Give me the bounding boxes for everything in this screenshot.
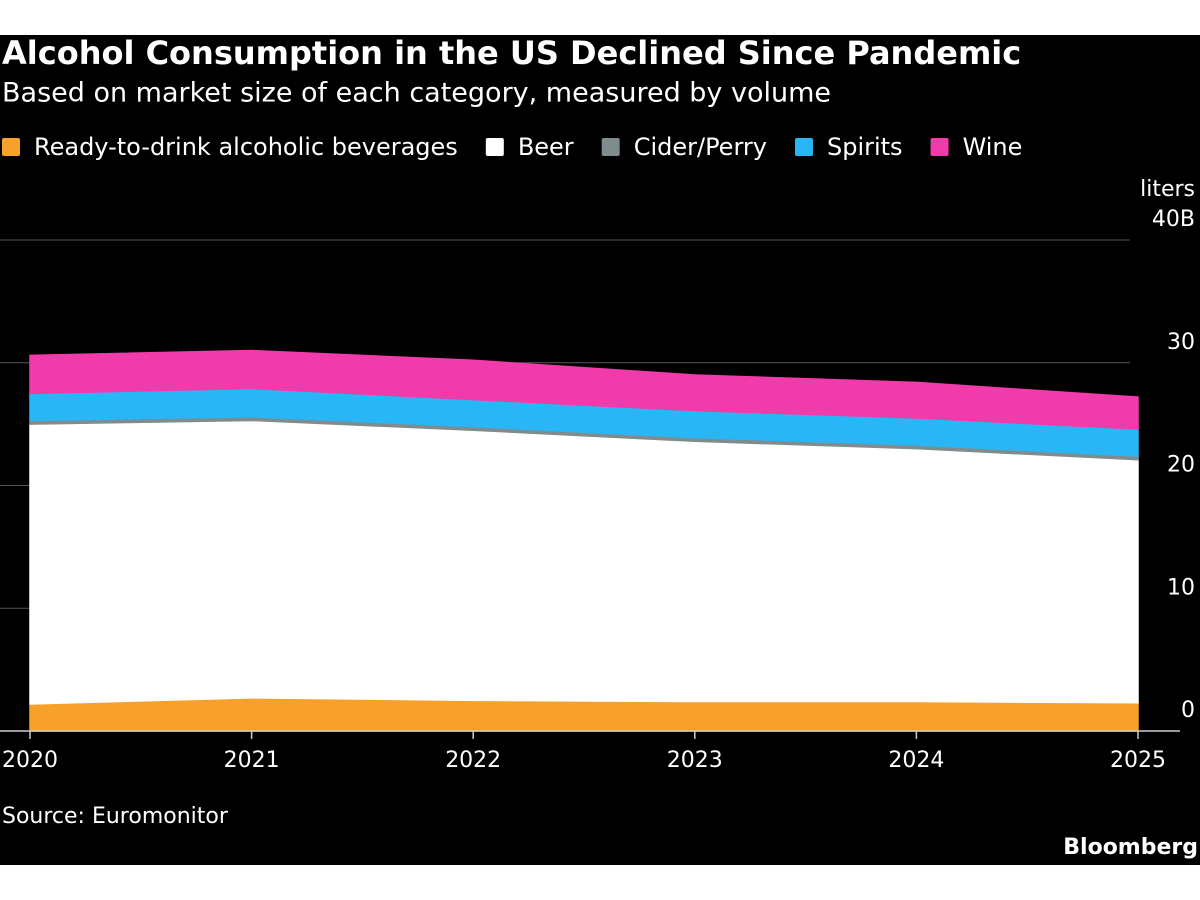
x-tick-label: 2024	[888, 748, 944, 773]
y-tick-label: 10	[1167, 575, 1195, 600]
legend-swatch	[794, 138, 813, 156]
legend-swatch	[485, 138, 504, 156]
area	[29, 697, 1139, 732]
y-tick-label: 20	[1167, 453, 1195, 478]
legend-label: Wine	[963, 133, 1023, 161]
y-tick-label: 30	[1167, 330, 1195, 355]
y-axis-label: liters	[1140, 177, 1195, 202]
chart-subtitle: Based on market size of each category, m…	[2, 78, 831, 109]
chart-title: Alcohol Consumption in the US Declined S…	[2, 34, 1021, 72]
legend-swatch	[601, 138, 620, 156]
source: Source: Euromonitor	[2, 804, 229, 829]
legend-label: Ready-to-drink alcoholic beverages	[34, 133, 458, 161]
legend-label: Beer	[518, 133, 574, 161]
x-tick-label: 2021	[224, 748, 280, 773]
legend-swatch	[930, 138, 949, 156]
y-tick-label: 40B	[1152, 207, 1195, 232]
x-tick-label: 2022	[445, 748, 501, 773]
x-tick-label: 2025	[1110, 748, 1166, 773]
brand: Bloomberg	[1063, 835, 1198, 860]
legend-swatch	[2, 138, 20, 156]
legend-label: Spirits	[827, 133, 903, 161]
legend: Ready-to-drink alcoholic beverages Beer Ci…	[2, 133, 1022, 161]
x-tick-label: 2023	[667, 748, 723, 773]
x-tick-label: 2020	[2, 748, 58, 773]
legend-label: Cider/Perry	[634, 133, 767, 161]
y-tick-label: 0	[1181, 698, 1195, 723]
area	[29, 349, 1139, 430]
area	[29, 419, 1139, 705]
